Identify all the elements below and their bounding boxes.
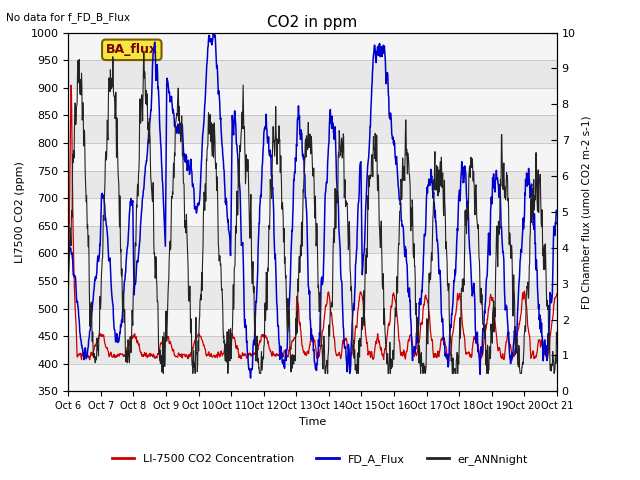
Bar xyxy=(68,309,557,336)
Bar xyxy=(68,253,557,281)
Bar xyxy=(68,198,557,226)
Legend: LI-7500 CO2 Concentration, FD_A_Flux, er_ANNnight: LI-7500 CO2 Concentration, FD_A_Flux, er… xyxy=(108,450,532,469)
Bar xyxy=(68,143,557,170)
Bar xyxy=(68,170,557,198)
Text: BA_flux: BA_flux xyxy=(106,43,158,56)
Bar xyxy=(68,33,557,60)
Bar xyxy=(68,115,557,143)
Y-axis label: LI7500 CO2 (ppm): LI7500 CO2 (ppm) xyxy=(15,161,25,263)
Bar xyxy=(68,364,557,391)
Text: No data for f_FD_B_Flux: No data for f_FD_B_Flux xyxy=(6,12,131,23)
Bar xyxy=(68,60,557,88)
Bar xyxy=(68,281,557,309)
Bar xyxy=(68,336,557,364)
X-axis label: Time: Time xyxy=(299,417,326,427)
Y-axis label: FD Chamber flux (umol CO2 m-2 s-1): FD Chamber flux (umol CO2 m-2 s-1) xyxy=(581,115,591,309)
Title: CO2 in ppm: CO2 in ppm xyxy=(268,15,358,30)
Bar xyxy=(68,226,557,253)
Bar xyxy=(68,88,557,115)
